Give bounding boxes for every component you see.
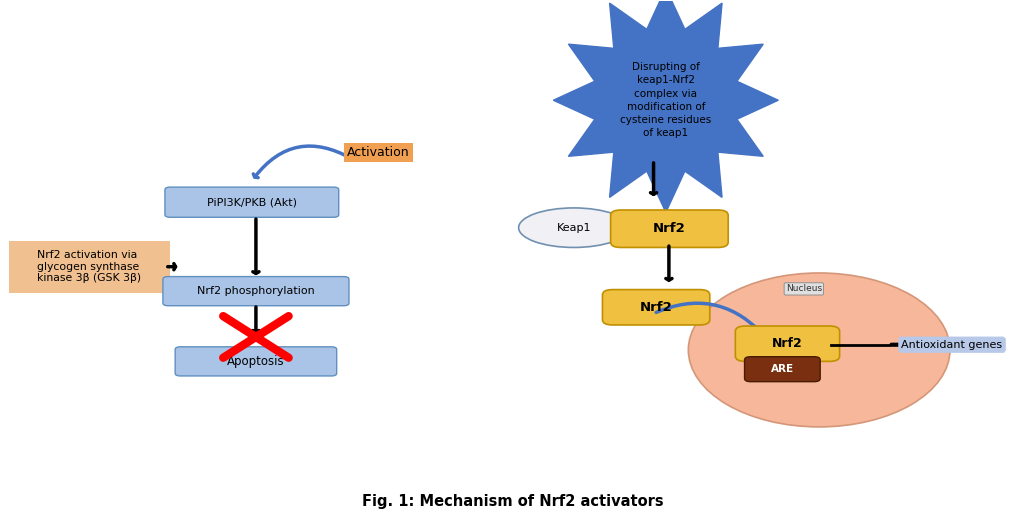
FancyBboxPatch shape <box>8 241 170 293</box>
FancyBboxPatch shape <box>603 290 709 325</box>
Text: Nrf2 phosphorylation: Nrf2 phosphorylation <box>197 286 315 296</box>
FancyBboxPatch shape <box>175 347 336 376</box>
FancyBboxPatch shape <box>735 326 839 361</box>
FancyBboxPatch shape <box>744 357 820 382</box>
Text: Nrf2: Nrf2 <box>653 222 686 235</box>
Text: Keap1: Keap1 <box>557 223 591 233</box>
Text: Apoptosis: Apoptosis <box>228 355 285 368</box>
Text: Nrf2: Nrf2 <box>640 301 672 314</box>
Ellipse shape <box>519 208 629 247</box>
Text: Disrupting of
keap1-Nrf2
complex via
modification of
cysteine residues
of keap1: Disrupting of keap1-Nrf2 complex via mod… <box>620 62 711 138</box>
Ellipse shape <box>689 273 950 427</box>
Text: ARE: ARE <box>771 364 794 374</box>
Text: PiPI3K/PKB (Akt): PiPI3K/PKB (Akt) <box>207 197 297 207</box>
FancyBboxPatch shape <box>163 277 348 306</box>
Text: Nrf2 activation via
glycogen synthase
kinase 3β (GSK 3β): Nrf2 activation via glycogen synthase ki… <box>37 250 141 283</box>
FancyBboxPatch shape <box>165 187 338 217</box>
Text: Activation: Activation <box>346 146 410 159</box>
Text: Fig. 1: Mechanism of Nrf2 activators: Fig. 1: Mechanism of Nrf2 activators <box>362 494 663 508</box>
Polygon shape <box>554 0 778 212</box>
Text: Nrf2: Nrf2 <box>772 337 803 350</box>
Text: Antioxidant genes: Antioxidant genes <box>902 340 1002 350</box>
Text: Nucleus: Nucleus <box>786 285 822 293</box>
FancyBboxPatch shape <box>611 210 728 247</box>
